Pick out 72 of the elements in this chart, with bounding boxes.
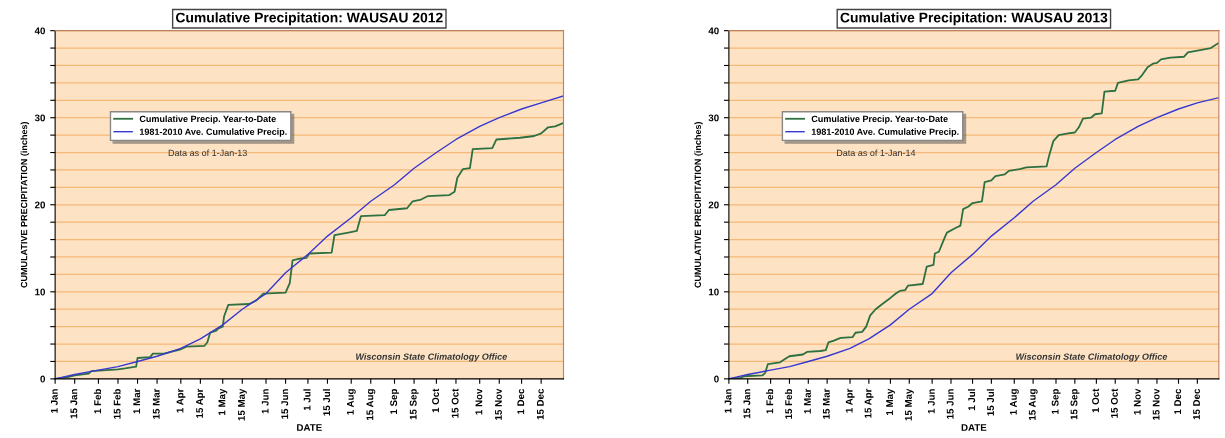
x-tick-label: 15 May: [905, 388, 914, 421]
x-tick-label: 1 Nov: [1133, 388, 1141, 415]
x-tick-label: 1 Feb: [93, 388, 102, 414]
x-tick-label: 15 Jun: [946, 389, 954, 419]
x-tick-label: 15 Apr: [196, 388, 205, 418]
x-tick-label: 1 Dec: [1174, 388, 1182, 414]
y-tick-label: 40: [708, 27, 719, 35]
x-tick-label: 1 Mar: [804, 388, 811, 414]
y-tick-label: 0: [714, 375, 719, 383]
y-axis-title: CUMULATIVE PRECIPITATION (inches): [20, 121, 30, 288]
x-tick-label: 15 Apr: [864, 388, 874, 418]
x-tick-label: 15 Feb: [113, 388, 121, 419]
legend-label: Cumulative Precip. Year-to-Date: [139, 115, 276, 124]
x-tick-label: 15 May: [238, 388, 247, 421]
x-tick-label: 1 Apr: [176, 388, 186, 413]
x-axis-title: DATE: [297, 424, 322, 431]
x-tick-label: 1 Jun: [261, 389, 269, 414]
x-tick-label: 1 Jul: [303, 389, 311, 411]
x-tick-label: 1 Dec: [517, 388, 525, 414]
x-tick-label: 1 May: [886, 388, 895, 415]
x-tick-label: 15 Oct: [451, 388, 459, 418]
x-tick-label: 15 Sep: [1070, 388, 1080, 420]
y-tick-label: 0: [40, 375, 45, 383]
x-tick-label: 15 Mar: [152, 388, 160, 419]
annotation: Wisconsin State Climatology Office: [356, 353, 507, 362]
x-tick-label: 1 Oct: [1092, 388, 1099, 413]
y-tick-label: 30: [34, 114, 46, 122]
y-tick-label: 40: [34, 27, 46, 35]
x-tick-label: 1 Feb: [766, 388, 774, 414]
x-tick-label: 15 Mar: [822, 388, 830, 419]
x-tick-label: 15 Jun: [281, 389, 289, 419]
x-tick-label: 15 Jan: [743, 389, 751, 419]
x-tick-label: 1 Sep: [1051, 388, 1061, 414]
x-axis-title: DATE: [961, 424, 987, 431]
x-tick-label: 1 Mar: [133, 388, 141, 414]
x-tick-label: 1 Oct: [432, 388, 440, 413]
x-tick-label: 15 Dec: [1193, 388, 1200, 420]
x-tick-label: 1 Aug: [346, 389, 356, 415]
x-tick-label: 15 Feb: [784, 388, 793, 419]
x-tick-label: 1 Aug: [1010, 389, 1019, 415]
x-tick-label: 1 Jan: [724, 389, 732, 413]
legend-label: 1981-2010 Ave. Cumulative Precip.: [139, 128, 287, 137]
x-tick-label: 15 Nov: [1152, 388, 1160, 420]
y-axis-title: CUMULATIVE PRECIPITATION (inches): [694, 121, 703, 288]
x-tick-label: 15 Jan: [70, 389, 78, 419]
y-tick-label: 20: [34, 201, 46, 209]
x-tick-label: 1 May: [218, 388, 228, 415]
chart-title: Cumulative Precipitation: WAUSAU 2013: [840, 12, 1108, 26]
x-tick-label: 15 Dec: [536, 388, 544, 420]
legend-label: 1981-2010 Ave. Cumulative Precip.: [811, 128, 959, 137]
x-tick-label: 1 Jul: [968, 389, 976, 411]
y-tick-label: 20: [708, 201, 719, 209]
x-tick-label: 1 Apr: [845, 388, 855, 413]
x-tick-label: 15 Aug: [366, 389, 376, 421]
x-tick-label: 15 Sep: [409, 388, 419, 420]
legend-label: Cumulative Precip. Year-to-Date: [811, 115, 948, 124]
y-tick-label: 30: [708, 114, 719, 122]
y-tick-label: 10: [708, 288, 719, 296]
annotation: Data as of 1-Jan-13: [168, 149, 247, 157]
y-tick-label: 10: [35, 288, 46, 296]
chart-title: Cumulative Precipitation: WAUSAU 2012: [175, 12, 443, 26]
x-tick-label: 15 Oct: [1110, 388, 1118, 418]
x-tick-label: 1 Jan: [50, 389, 58, 413]
annotation: Data as of 1-Jan-14: [836, 149, 916, 157]
x-tick-label: 1 Sep: [390, 388, 400, 414]
x-tick-label: 15 Jul: [986, 389, 994, 416]
x-tick-label: 15 Aug: [1028, 389, 1038, 421]
x-tick-label: 15 Nov: [495, 388, 502, 420]
x-tick-label: 1 Nov: [475, 388, 483, 415]
annotation: Wisconsin State Climatology Office: [1016, 353, 1168, 362]
x-tick-label: 15 Jul: [322, 389, 331, 416]
x-tick-label: 1 Jun: [927, 389, 935, 414]
